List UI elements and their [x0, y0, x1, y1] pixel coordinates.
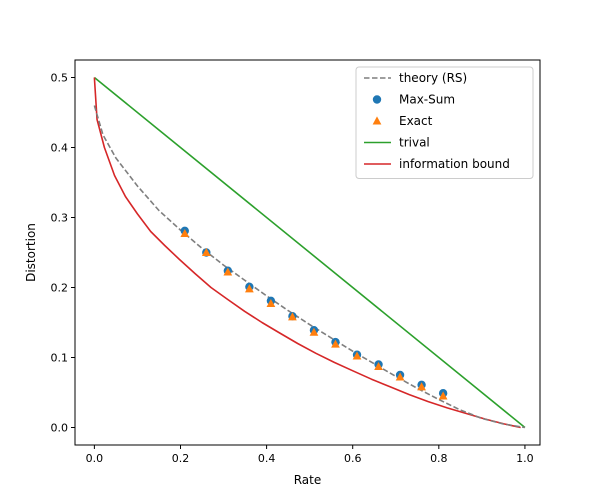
x-tick-label: 0.8 — [430, 452, 448, 465]
x-tick-label: 0.0 — [86, 452, 104, 465]
legend-information-bound-label: information bound — [399, 157, 510, 171]
legend-box — [355, 66, 534, 179]
plot-frame — [74, 59, 541, 446]
y-tick-label: 0.4 — [51, 142, 69, 155]
legend: theory (RS) Max-Sum Exact trival information… — [355, 66, 534, 179]
y-axis-label: Distortion — [24, 223, 38, 282]
y-tick-label: 0.2 — [51, 282, 69, 295]
y-tick-label: 0.0 — [51, 422, 69, 435]
exact-point — [352, 351, 362, 360]
exact-point — [288, 312, 297, 321]
exact-point — [223, 267, 233, 276]
x-tick-label: 1.0 — [516, 452, 534, 465]
legend-trival-label: trival — [399, 136, 430, 150]
x-tick-label: 0.4 — [258, 452, 276, 465]
trival-line — [93, 76, 526, 429]
theory-rs-line — [93, 105, 526, 429]
legend-theory-rs-label: theory (RS) — [399, 71, 467, 85]
exact-point — [180, 229, 190, 238]
exact-point — [331, 339, 340, 348]
series-layer — [93, 76, 526, 429]
exact-point — [417, 382, 426, 391]
y-tick-label: 0.3 — [51, 212, 69, 225]
legend-max-sum-swatch — [372, 95, 382, 104]
y-tick-label: 0.5 — [51, 72, 69, 85]
exact-point — [266, 299, 276, 308]
exact-point — [395, 372, 405, 381]
legend-exact-label: Exact — [399, 114, 433, 128]
information-bound-line — [93, 77, 521, 429]
exact-point — [245, 284, 254, 293]
axis-layer: 0.0 0.2 0.4 0.6 0.8 1.0 0.0 0.1 0.2 0.3 0.4 0.5 — [51, 72, 534, 466]
exact-point — [438, 391, 448, 400]
exact-point — [309, 327, 319, 336]
x-axis-label: Rate — [294, 473, 322, 487]
exact-point — [201, 247, 211, 256]
x-tick-label: 0.2 — [172, 452, 190, 465]
exact-point — [374, 362, 383, 371]
y-tick-label: 0.1 — [51, 352, 69, 365]
legend-max-sum-label: Max-Sum — [399, 93, 455, 107]
legend-exact-swatch — [372, 116, 382, 125]
x-tick-label: 0.6 — [344, 452, 362, 465]
